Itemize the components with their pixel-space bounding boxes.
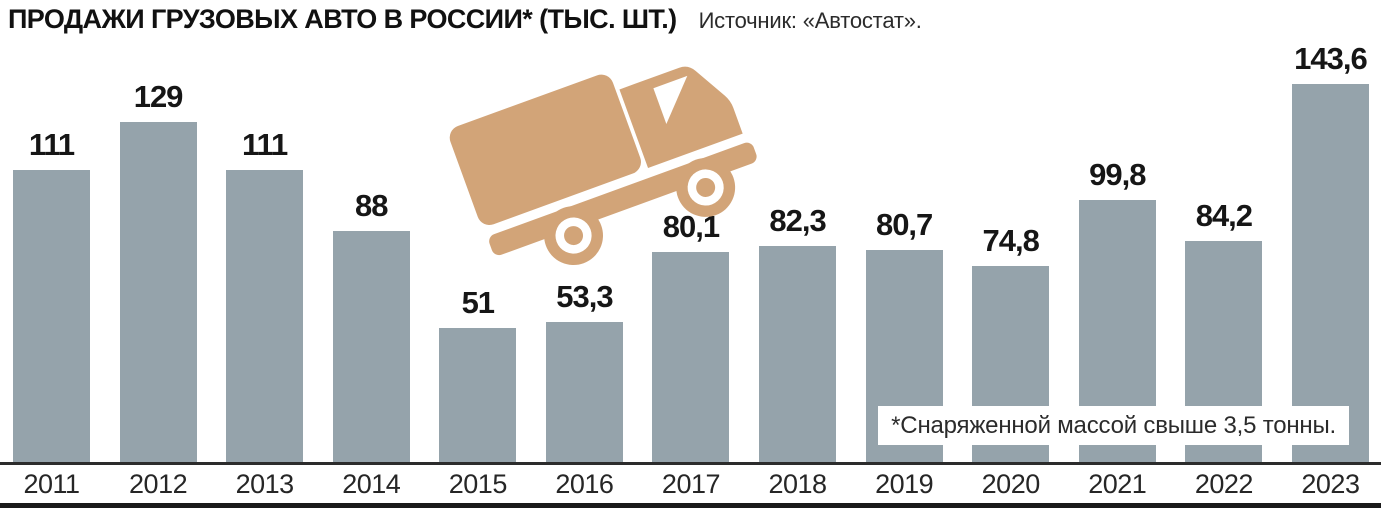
- bar-column: 111: [226, 127, 304, 463]
- truck-icon: [449, 66, 757, 266]
- x-axis-label: 2017: [661, 469, 721, 499]
- bar: [759, 246, 837, 463]
- header: ПРОДАЖИ ГРУЗОВЫХ АВТО В РОССИИ* (ТЫС. ШТ…: [8, 4, 922, 35]
- x-axis-label: 2020: [981, 469, 1041, 499]
- chart-title: ПРОДАЖИ ГРУЗОВЫХ АВТО В РОССИИ* (ТЫС. ШТ…: [8, 4, 677, 34]
- x-axis-label: 2019: [875, 469, 934, 499]
- x-axis-label: 2015: [448, 469, 508, 499]
- bar-value-label: 82,3: [769, 203, 826, 238]
- bar-value-label: 84,2: [1195, 198, 1253, 233]
- bar-column: 53,3: [545, 279, 623, 463]
- source-label: Источник: «Автостат».: [698, 8, 922, 33]
- bar-chart: 111 129 111 88 51 53,3 80,1 82,3 80,7 74,8 99,8 84,…: [13, 0, 1369, 463]
- x-axis-label: 2013: [235, 469, 295, 499]
- bar-column: 82,3: [759, 203, 837, 463]
- bar-value-label: 51: [461, 285, 495, 320]
- bar-value-label: 88: [354, 188, 388, 223]
- x-axis-line: [0, 462, 1381, 465]
- bar-value-label: 129: [133, 79, 184, 114]
- bar-column: 111: [13, 129, 90, 463]
- bar-value-label: 111: [242, 127, 288, 162]
- x-axis-label: 2022: [1194, 469, 1254, 499]
- bottom-rule: [0, 503, 1381, 508]
- x-axis-label: 2021: [1088, 469, 1147, 499]
- bar: [119, 122, 197, 463]
- x-axis-label: 2012: [129, 469, 188, 499]
- bar: [652, 252, 730, 463]
- bar-value-label: 111: [28, 127, 75, 162]
- bar-column: 129: [119, 79, 197, 463]
- bar-value-label: 74,8: [982, 223, 1040, 258]
- bar: [332, 231, 410, 463]
- x-axis-labels: 2011 2012 2013 2014 2015 2016 2017 2018 2019 2020…: [13, 468, 1369, 500]
- bar: [226, 170, 304, 463]
- bar: [439, 328, 517, 463]
- bar: [13, 170, 90, 463]
- bar-column: 80,1: [652, 211, 730, 463]
- x-axis-label: 2011: [23, 469, 80, 499]
- bar-column: 88: [332, 188, 410, 463]
- x-axis-label: 2023: [1301, 469, 1360, 499]
- bar: [1291, 84, 1369, 463]
- footnote-box: *Снаряженной массой свыше 3,5 тонны.: [878, 406, 1349, 445]
- bar-column: 143,6: [1291, 41, 1369, 463]
- bar: [545, 322, 623, 463]
- bar-value-label: 99,8: [1089, 157, 1146, 192]
- x-axis-label: 2018: [768, 469, 828, 499]
- bar-value-label: 80,7: [875, 207, 933, 242]
- footnote-text: *Снаряженной массой свыше 3,5 тонны.: [891, 411, 1336, 439]
- x-axis-label: 2016: [555, 469, 614, 499]
- x-axis-label: 2014: [342, 469, 401, 499]
- bar-column: 51: [439, 285, 517, 463]
- bar-value-label: 53,3: [556, 279, 613, 314]
- bar-value-label: 143,6: [1294, 41, 1368, 76]
